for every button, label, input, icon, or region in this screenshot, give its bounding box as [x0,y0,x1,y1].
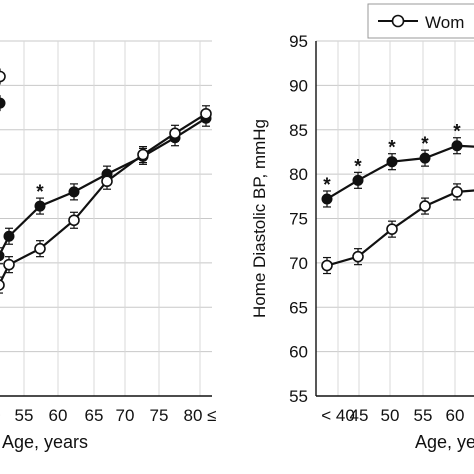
point-open [200,107,212,120]
significance-asterisk: * [421,134,429,155]
y-tick-label: 60 [289,343,308,362]
x-tick-label: < 40 [321,406,355,425]
point-filled [34,200,46,212]
x-tick-label: 60 [49,406,68,425]
left-panel: 0 55 60 65 70 75 80 ≤ Age, years * [0,40,217,452]
x-tick-label: 65 [85,406,104,425]
point-filled [352,174,364,186]
point-filled [386,156,398,168]
y-tick-label: 85 [289,121,308,140]
y-tick-label: 55 [289,387,308,406]
y-tick-label: 80 [289,165,308,184]
series-line-filled [0,117,207,257]
point-filled [68,186,80,198]
x-tick-label: 55 [414,406,433,425]
point-open [451,186,463,198]
legend: Wom [367,3,474,39]
point-open [419,200,431,212]
x-axis-title: Age, years [415,432,474,452]
y-axis-title: Home Diastolic BP, mmHg [250,119,269,318]
legend-open-marker [391,14,405,28]
x-tick-label: 0 [0,406,1,425]
series-line-open [326,189,474,267]
point-open [3,258,15,271]
significance-asterisk: * [453,122,461,143]
point-filled [451,140,463,152]
point-open [352,250,364,263]
x-tick-label: 70 [116,406,135,425]
point-open [169,127,181,140]
point-open [321,259,333,272]
x-tick-label: 50 [381,406,400,425]
point-open [137,148,149,161]
series-line-filled [326,144,474,200]
significance-asterisk: * [323,175,331,196]
y-tick-label: 95 [289,32,308,51]
point-filled [0,97,6,109]
point-open [0,279,5,291]
significance-asterisk: * [354,156,362,177]
x-tick-label: 60 [446,406,465,425]
y-tick-label: 65 [289,298,308,317]
y-tick-label: 90 [289,76,308,95]
significance-asterisk: * [36,182,44,203]
point-filled [321,193,333,205]
y-tick-label: 70 [289,254,308,273]
x-tick-label: 75 [150,406,169,425]
point-open [34,242,46,255]
series-line-open [0,112,207,286]
point-open [68,214,80,227]
point-filled [0,250,5,262]
x-tick-label: 55 [15,406,34,425]
point-open [386,223,398,235]
significance-asterisk: * [388,138,396,159]
point-open [101,175,113,188]
x-tick-label: 80 ≤ [184,406,217,425]
point-filled [419,152,431,164]
y-tick-label: 75 [289,210,308,229]
x-axis-title: Age, years [2,432,88,452]
point-filled [3,230,15,242]
x-tick-label: 45 [350,406,369,425]
legend-label: Wom [425,13,464,32]
point-open [0,70,6,83]
